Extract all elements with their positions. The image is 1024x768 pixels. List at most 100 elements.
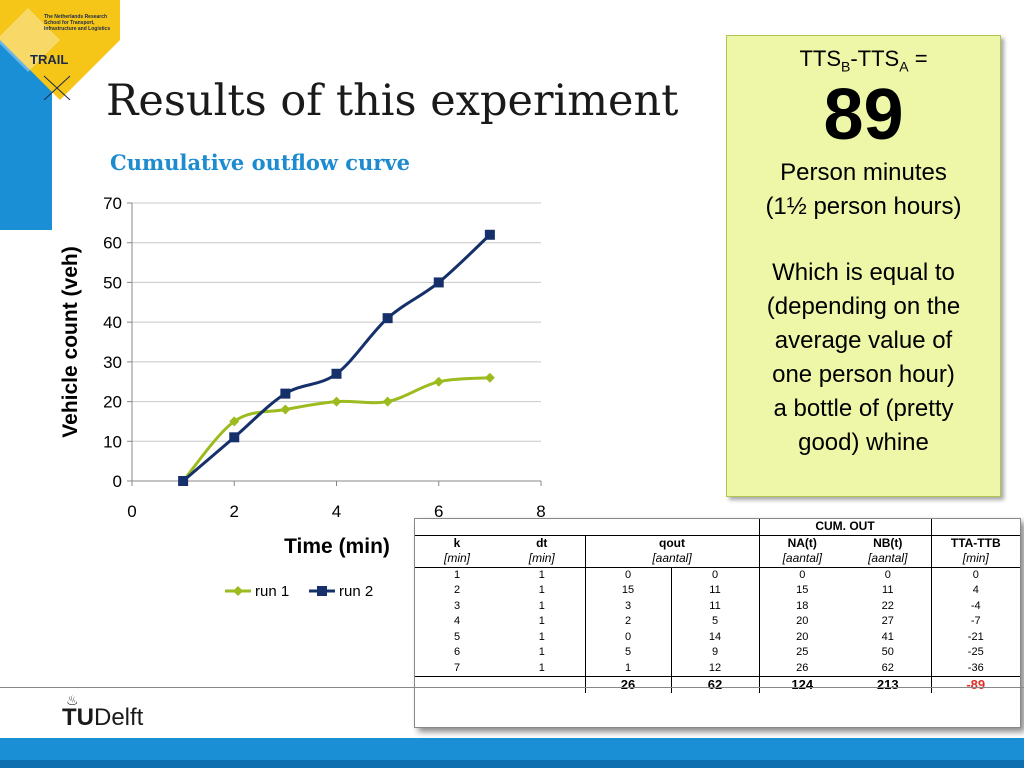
cumulative-outflow-chart: 0 10 20 30 40 50 60 70 0 2 4 6 8 Time (min) Vehicle co… (59, 194, 546, 600)
total-cell: 62 (670, 676, 759, 693)
x-tick-label: 0 (127, 502, 136, 521)
legend-label: run 1 (255, 583, 289, 600)
column-header: NB(t) (873, 535, 903, 550)
table-cell: 1 (538, 599, 545, 612)
footer-band-dark (0, 760, 1024, 768)
table-cell: 41 (881, 630, 894, 643)
table-row: 6 1 5 9 25 50 -25 (415, 645, 1020, 661)
table-cell: 0 (584, 629, 671, 645)
column-unit: [aantal] (758, 551, 845, 567)
table-row: 4 1 2 5 20 27 -7 (415, 614, 1020, 630)
table-cell: 25 (758, 645, 845, 661)
table-row: 5 1 0 14 20 41 -21 (415, 629, 1020, 645)
table-cell: 5 (670, 614, 759, 630)
result-callout: TTSB-TTSA = 89 Person minutes (1½ person… (726, 35, 1001, 497)
table-cell: -21 (930, 629, 1020, 645)
table-cell: 20 (758, 629, 845, 645)
data-point-run-1 (382, 396, 393, 407)
table-unit-row: [min] [min] [aantal] [aantal] [aantal] [… (415, 551, 1020, 567)
table-cell: 1 (538, 646, 545, 659)
x-axis-label: Time (min) (284, 535, 390, 558)
data-point-run-2 (433, 277, 444, 288)
table-cell: 1 (538, 630, 545, 643)
tu-flame-icon: ♨ (66, 692, 79, 708)
y-tick-label: 0 (113, 472, 122, 491)
column-unit: [min] (930, 551, 1020, 567)
y-tick-label: 60 (103, 234, 122, 253)
data-point-run-1 (229, 416, 240, 427)
table-cell: 2 (584, 614, 671, 630)
column-header: qout (584, 535, 759, 551)
table-cell: -25 (930, 645, 1020, 661)
table-body: 1 1 0 0 0 0 0 2 1 15 11 15 11 4 3 1 3 11 18 22 -4 4 1 2 5 20 27 -7 5… (415, 567, 1020, 677)
legend-marker-diamond-icon (233, 586, 243, 596)
table-cell: 62 (881, 661, 894, 674)
table-cell: 20 (758, 614, 845, 630)
callout-line: (depending on the (766, 293, 961, 321)
table-cell: 1 (538, 661, 545, 674)
y-axis-label: Vehicle count (veh) (59, 246, 82, 437)
callout-equation: TTSB-TTSA = (799, 46, 928, 75)
table-cell: 0 (930, 567, 1020, 583)
column-header: TTA-TTB (930, 535, 1020, 551)
data-point-run-1 (484, 372, 495, 383)
table-cell: 50 (881, 646, 894, 659)
column-unit: [aantal] (868, 551, 908, 566)
y-tick-label: 40 (103, 313, 122, 332)
callout-line: (1½ person hours) (765, 193, 962, 221)
logo-delft: Delft (94, 704, 144, 731)
column-unit: [aantal] (584, 551, 759, 567)
total-cell: 26 (584, 676, 671, 693)
table-header-row: k dt qout NA(t) NB(t) TTA-TTB (415, 535, 1020, 551)
table-cell: 1 (538, 568, 545, 581)
y-tick-label: 70 (103, 194, 122, 213)
total-cell-negative: -89 (930, 676, 1020, 693)
trail-logo: The Netherlands Research School for Tran… (0, 0, 120, 101)
table-cell: 14 (670, 629, 759, 645)
callout-line: good) whine (798, 429, 929, 457)
callout-line: a bottle of (pretty (773, 395, 954, 423)
table-cell: 11 (670, 583, 759, 599)
table-cell: 5 (584, 645, 671, 661)
data-point-run-2 (484, 229, 495, 240)
data-point-run-1 (331, 396, 342, 407)
table-cell: 4 (453, 615, 461, 628)
table-cell: 6 (453, 646, 461, 659)
table-cell: 15 (584, 583, 671, 599)
table-row: 7 1 1 12 26 62 -36 (415, 660, 1020, 677)
callout-line: one person hour) (772, 361, 955, 389)
logo-tu: TU (62, 704, 94, 731)
footer-divider (0, 687, 1024, 688)
table-cell: 4 (930, 583, 1020, 599)
y-tick-label: 50 (103, 273, 122, 292)
series-line-run-2 (182, 233, 491, 483)
legend-marker-square-icon (317, 586, 327, 596)
table-cell: 9 (670, 645, 759, 661)
table-cell: 22 (881, 599, 894, 612)
table-cell: -36 (930, 660, 1020, 677)
results-table: CUM. OUT k dt qout NA(t) NB(t) TTA-TTB [… (415, 519, 1020, 693)
x-tick-label: 8 (536, 502, 545, 521)
legend-label: run 2 (339, 583, 373, 600)
y-tick-label: 20 (103, 393, 122, 412)
callout-line: Which is equal to (772, 259, 955, 287)
table-cell: -7 (930, 614, 1020, 630)
table-cell: 0 (584, 567, 671, 583)
table-cell: 0 (884, 568, 891, 581)
table-row: 2 1 15 11 15 11 4 (415, 583, 1020, 599)
data-point-run-2 (331, 368, 342, 379)
callout-line: Person minutes (780, 159, 947, 187)
series-line-run-1 (181, 376, 490, 482)
data-point-run-1 (433, 376, 444, 387)
logo-name: TRAIL (30, 52, 69, 67)
table-cell: 0 (670, 567, 759, 583)
column-unit: [min] (528, 551, 555, 566)
column-header: NA(t) (758, 535, 845, 551)
table-cell: 0 (758, 567, 845, 583)
x-tick-label: 6 (434, 502, 443, 521)
y-tick-label: 30 (103, 353, 122, 372)
data-point-run-2 (280, 388, 291, 399)
table-cell: 27 (881, 615, 894, 628)
table-cell: 1 (538, 584, 545, 597)
